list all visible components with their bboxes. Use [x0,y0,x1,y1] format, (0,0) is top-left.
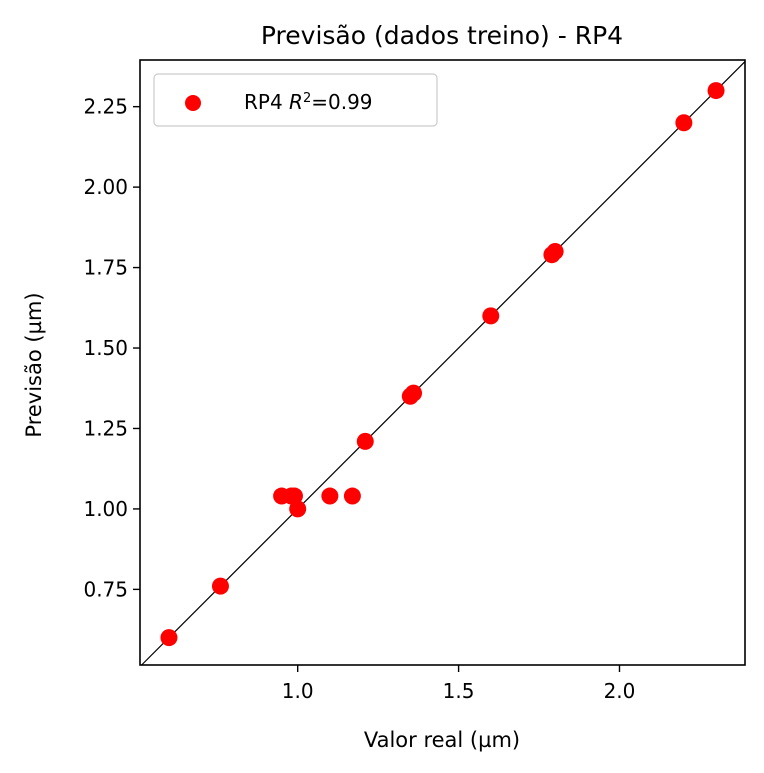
legend-label: RP4 R2=0.99 [244,90,373,114]
scatter-points [160,82,725,647]
x-axis-title: Valor real (µm) [364,728,520,752]
legend-marker [185,95,201,111]
data-point [343,487,361,505]
y-tick-label: 2.00 [83,175,128,199]
y-tick-label: 1.25 [83,416,128,440]
data-point [321,487,339,505]
legend: RP4 R2=0.99 [153,73,438,127]
chart-title: Previsão (dados treino) - RP4 [261,21,623,50]
x-axis: 1.0 1.5 2.0 [282,665,636,703]
y-axis-title: Previsão (µm) [22,292,46,437]
y-tick-label: 1.50 [83,336,128,360]
x-tick-label: 1.0 [282,679,314,703]
data-point [289,500,307,518]
plot-frame [139,59,746,666]
data-point [211,577,229,595]
y-tick-label: 2.25 [83,95,128,119]
data-point [675,114,693,132]
y-tick-label: 1.00 [83,497,128,521]
identity-line [141,61,746,666]
data-point [285,487,303,505]
y-axis: 0.75 1.00 1.25 1.50 1.75 2.00 2.25 [83,95,140,601]
y-tick-label: 1.75 [83,256,128,280]
data-point [482,307,500,325]
plot-area [139,59,746,666]
data-point [546,242,564,260]
data-point [160,629,178,647]
data-point [356,432,374,450]
data-point [707,82,725,100]
y-tick-label: 0.75 [83,577,128,601]
legend-box [153,73,438,127]
x-tick-label: 1.5 [443,679,475,703]
x-tick-label: 2.0 [604,679,636,703]
data-point [405,384,423,402]
